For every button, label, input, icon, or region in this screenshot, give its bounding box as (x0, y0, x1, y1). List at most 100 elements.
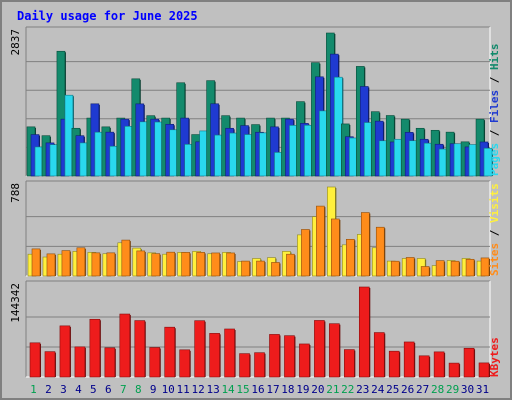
bar-sites-day-18 (286, 253, 295, 277)
bar-kbytes-day-20 (314, 320, 325, 378)
xtick-label-day-1: 1 (30, 383, 37, 396)
xtick-label-day-7: 7 (120, 383, 127, 396)
bar-sites-day-30 (465, 258, 475, 277)
legend: KBytes (488, 337, 501, 377)
bar-kbytes-day-28 (433, 351, 445, 378)
bar-sites-day-5 (91, 252, 101, 277)
xtick-label-day-8: 8 (135, 383, 142, 396)
bar-kbytes-day-29 (448, 362, 460, 378)
ytick-label: 144342 (9, 283, 22, 323)
legend-separator: / (488, 70, 501, 90)
xtick-label-day-19: 19 (296, 383, 309, 396)
bar-sites-day-4 (76, 247, 86, 277)
bar-kbytes-day-27 (418, 355, 430, 378)
bar-kbytes-day-6 (104, 347, 116, 378)
xtick-label-day-4: 4 (75, 383, 82, 396)
xtick-label-day-3: 3 (60, 383, 67, 396)
bar-kbytes-day-17 (269, 334, 280, 378)
bar-sites-day-11 (181, 252, 190, 277)
xtick-label-day-21: 21 (326, 383, 339, 396)
bar-sites-day-27 (420, 266, 430, 277)
ytick-label: 788 (9, 183, 22, 203)
bar-kbytes-day-7 (119, 313, 131, 378)
bar-kbytes-day-8 (134, 320, 146, 378)
legend-item-kbytes: KBytes (488, 337, 501, 377)
bar-sites-day-29 (450, 260, 460, 277)
bar-kbytes-day-2 (44, 351, 56, 378)
bar-sites-day-21 (331, 218, 340, 277)
bar-sites-day-24 (375, 226, 385, 277)
legend: Pages / Files / Hits (488, 44, 501, 177)
bar-sites-day-8 (136, 250, 146, 277)
bar-sites-day-2 (46, 253, 56, 277)
bar-kbytes-day-16 (254, 352, 265, 378)
xtick-label-day-26: 26 (401, 383, 414, 396)
bar-sites-day-26 (405, 257, 415, 277)
bar-sites-day-16 (256, 260, 265, 277)
bar-kbytes-day-31 (478, 362, 490, 378)
bar-sites-day-28 (435, 260, 445, 277)
xtick-label-day-30: 30 (461, 383, 474, 396)
xtick-label-day-27: 27 (416, 383, 429, 396)
bar-kbytes-day-5 (89, 318, 101, 378)
bar-kbytes-day-30 (463, 347, 475, 378)
legend-item-hits: Hits (488, 44, 501, 71)
bar-sites-day-1 (31, 248, 41, 277)
xtick-label-day-15: 15 (236, 383, 249, 396)
bar-sites-day-3 (61, 250, 71, 277)
bar-kbytes-day-12 (194, 320, 205, 378)
bar-sites-day-20 (316, 205, 325, 277)
xtick-label-day-12: 12 (192, 383, 205, 396)
bar-kbytes-day-11 (179, 349, 190, 378)
bar-sites-day-13 (211, 252, 220, 277)
bar-kbytes-day-19 (299, 343, 310, 378)
xtick-label-day-17: 17 (266, 383, 279, 396)
bar-sites-day-10 (166, 251, 176, 277)
bar-kbytes-day-23 (358, 286, 370, 378)
bar-sites-day-14 (226, 252, 235, 277)
xtick-label-day-14: 14 (221, 383, 235, 396)
bar-kbytes-day-4 (74, 346, 86, 378)
bar-kbytes-day-10 (164, 326, 176, 378)
xtick-label-day-20: 20 (311, 383, 324, 396)
bar-sites-day-22 (346, 238, 355, 277)
legend-item-pages: Pages (488, 143, 501, 176)
bar-sites-day-19 (301, 229, 310, 277)
ytick-label: 2837 (9, 29, 22, 56)
xtick-label-day-24: 24 (371, 383, 385, 396)
bar-kbytes-day-22 (344, 349, 355, 378)
xtick-label-day-28: 28 (431, 383, 444, 396)
bar-sites-day-6 (106, 252, 116, 277)
bar-sites-day-31 (480, 257, 490, 277)
bar-kbytes-day-24 (373, 332, 385, 378)
xtick-label-day-23: 23 (356, 383, 369, 396)
bar-kbytes-day-15 (239, 353, 250, 378)
legend-separator: / (488, 223, 501, 243)
xtick-label-day-10: 10 (162, 383, 175, 396)
xtick-label-day-5: 5 (90, 383, 97, 396)
bar-kbytes-day-13 (209, 333, 220, 378)
xtick-label-day-9: 9 (150, 383, 157, 396)
bar-pages-day-31 (483, 147, 493, 177)
xtick-label-day-25: 25 (386, 383, 399, 396)
bar-kbytes-day-21 (329, 323, 340, 378)
xtick-label-day-22: 22 (341, 383, 354, 396)
chart-title: Daily usage for June 2025 (17, 9, 198, 23)
bar-sites-day-25 (390, 260, 400, 277)
bar-kbytes-day-25 (388, 350, 400, 378)
bar-kbytes-day-18 (284, 335, 295, 378)
bar-sites-day-9 (151, 253, 161, 277)
legend-separator: / (488, 123, 501, 143)
bar-kbytes-day-14 (224, 328, 235, 378)
xtick-label-day-6: 6 (105, 383, 112, 396)
legend-item-visits: Visits (488, 183, 501, 223)
legend: Sites / Visits (488, 183, 501, 276)
legend-item-sites: Sites (488, 243, 501, 276)
xtick-label-day-16: 16 (251, 383, 264, 396)
bar-sites-day-15 (241, 260, 250, 277)
bar-kbytes-day-9 (149, 347, 161, 378)
xtick-label-day-2: 2 (45, 383, 52, 396)
